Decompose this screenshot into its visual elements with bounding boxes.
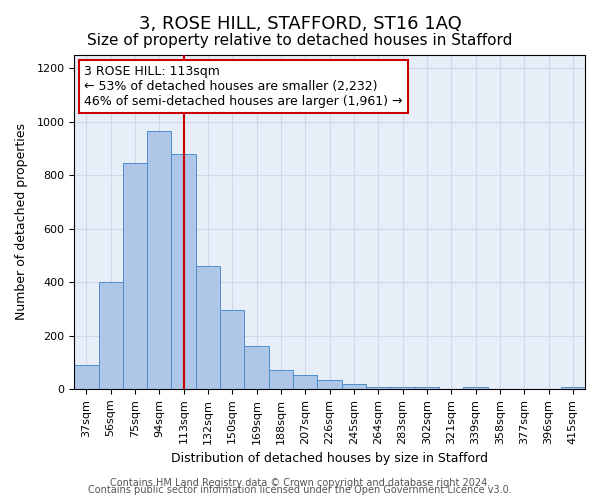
Bar bbox=[244, 346, 269, 389]
Text: Contains HM Land Registry data © Crown copyright and database right 2024.: Contains HM Land Registry data © Crown c… bbox=[110, 478, 490, 488]
Bar bbox=[317, 380, 342, 389]
Bar bbox=[147, 131, 172, 389]
Bar bbox=[391, 387, 415, 389]
Bar bbox=[98, 282, 123, 389]
Bar bbox=[269, 370, 293, 389]
Bar bbox=[463, 387, 488, 389]
Bar bbox=[560, 387, 585, 389]
X-axis label: Distribution of detached houses by size in Stafford: Distribution of detached houses by size … bbox=[171, 452, 488, 465]
Bar bbox=[220, 310, 244, 389]
Text: 3, ROSE HILL, STAFFORD, ST16 1AQ: 3, ROSE HILL, STAFFORD, ST16 1AQ bbox=[139, 15, 461, 33]
Bar bbox=[123, 163, 147, 389]
Text: Size of property relative to detached houses in Stafford: Size of property relative to detached ho… bbox=[88, 32, 512, 48]
Bar bbox=[342, 384, 366, 389]
Y-axis label: Number of detached properties: Number of detached properties bbox=[15, 124, 28, 320]
Bar bbox=[293, 375, 317, 389]
Bar bbox=[366, 387, 391, 389]
Bar bbox=[415, 387, 439, 389]
Bar bbox=[196, 266, 220, 389]
Bar bbox=[172, 154, 196, 389]
Bar bbox=[74, 365, 98, 389]
Text: 3 ROSE HILL: 113sqm
← 53% of detached houses are smaller (2,232)
46% of semi-det: 3 ROSE HILL: 113sqm ← 53% of detached ho… bbox=[85, 65, 403, 108]
Text: Contains public sector information licensed under the Open Government Licence v3: Contains public sector information licen… bbox=[88, 485, 512, 495]
